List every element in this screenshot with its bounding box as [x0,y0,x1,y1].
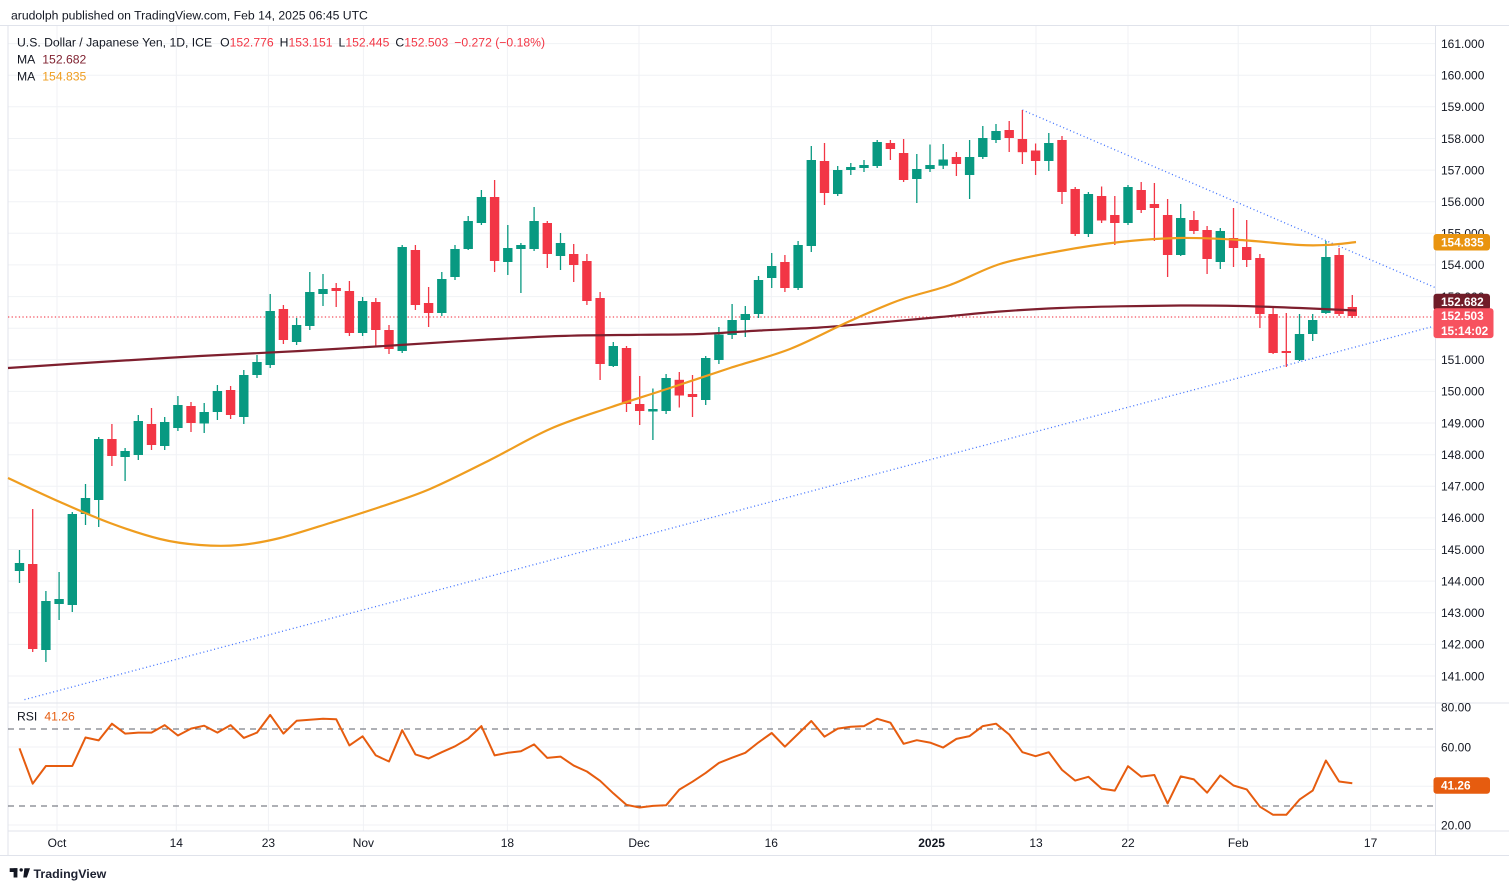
svg-text:80.00: 80.00 [1441,700,1471,714]
svg-text:151.000: 151.000 [1441,353,1485,367]
svg-text:41.26: 41.26 [1441,779,1471,793]
svg-text:158.000: 158.000 [1441,132,1485,146]
svg-text:17: 17 [1364,836,1378,850]
svg-text:Feb: Feb [1228,836,1249,850]
svg-text:161.000: 161.000 [1441,37,1485,51]
svg-text:23: 23 [262,836,276,850]
svg-text:154.000: 154.000 [1441,258,1485,272]
svg-text:U.S. Dollar / Japanese Yen, 1D: U.S. Dollar / Japanese Yen, 1D, ICE O152.… [17,36,545,50]
svg-text:152.503: 152.503 [1441,309,1484,323]
svg-text:15:14:02: 15:14:02 [1441,324,1489,338]
svg-text:143.000: 143.000 [1441,606,1485,620]
svg-text:149.000: 149.000 [1441,416,1485,430]
svg-text:156.000: 156.000 [1441,195,1485,209]
svg-text:60.00: 60.00 [1441,740,1471,754]
svg-text:159.000: 159.000 [1441,100,1485,114]
svg-text:20.00: 20.00 [1441,818,1471,832]
svg-text:18: 18 [501,836,515,850]
svg-text:157.000: 157.000 [1441,163,1485,177]
svg-text:Dec: Dec [628,836,649,850]
svg-text:Nov: Nov [353,836,374,850]
svg-text:160.000: 160.000 [1441,69,1485,83]
svg-text:2025: 2025 [918,836,945,850]
svg-text:142.000: 142.000 [1441,638,1485,652]
svg-text:152.682: 152.682 [1441,295,1484,309]
svg-text:TradingView: TradingView [34,867,107,881]
svg-text:13: 13 [1029,836,1043,850]
svg-text:145.000: 145.000 [1441,543,1485,557]
svg-text:16: 16 [765,836,779,850]
svg-text:arudolph published on TradingV: arudolph published on TradingView.com, F… [11,9,368,23]
svg-text:22: 22 [1121,836,1135,850]
svg-text:147.000: 147.000 [1441,480,1485,494]
svg-text:Oct: Oct [48,836,67,850]
svg-text:144.000: 144.000 [1441,574,1485,588]
svg-text:141.000: 141.000 [1441,669,1485,683]
svg-text:154.835: 154.835 [1441,235,1484,249]
svg-text:150.000: 150.000 [1441,385,1485,399]
svg-text:146.000: 146.000 [1441,511,1485,525]
svg-text:148.000: 148.000 [1441,448,1485,462]
svg-text:14: 14 [170,836,184,850]
